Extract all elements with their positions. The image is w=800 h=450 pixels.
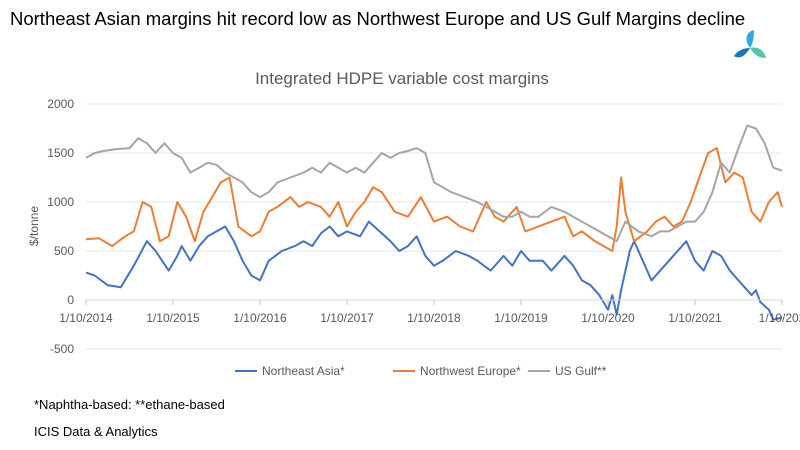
logo-petal-left bbox=[734, 48, 750, 58]
y-axis-label: $/tonne bbox=[27, 206, 41, 246]
series-lines bbox=[85, 124, 783, 321]
x-tick-label: 1/10/2015 bbox=[146, 311, 200, 325]
logo-petal-top bbox=[746, 30, 754, 48]
y-tick-label: -500 bbox=[50, 342, 74, 356]
series-line-0 bbox=[85, 220, 783, 321]
x-tick-label: 1/10/2017 bbox=[320, 311, 374, 325]
x-tick-label: 1/10/2016 bbox=[233, 311, 287, 325]
legend-label: Northeast Asia* bbox=[262, 364, 345, 378]
x-tick-label: 1/10/2018 bbox=[407, 311, 461, 325]
chart-title: Integrated HDPE variable cost margins bbox=[255, 69, 549, 88]
icis-logo-icon bbox=[734, 30, 766, 58]
x-tick-label: 1/10/2021 bbox=[668, 311, 722, 325]
y-tick-label: 1500 bbox=[47, 146, 74, 160]
x-tick-label: 1/10/2020 bbox=[581, 311, 635, 325]
footnote: *Naphtha-based: **ethane-based bbox=[34, 397, 225, 412]
x-tick-label: 1/10/202 bbox=[759, 311, 800, 325]
legend-label: US Gulf** bbox=[555, 364, 607, 378]
source-credit: ICIS Data & Analytics bbox=[34, 424, 158, 439]
x-tick-label: 1/10/2014 bbox=[59, 311, 113, 325]
headline: Northeast Asian margins hit record low a… bbox=[10, 8, 746, 29]
legend-label: Northwest Europe* bbox=[420, 364, 521, 378]
y-tick-label: 0 bbox=[67, 293, 74, 307]
gridlines bbox=[86, 103, 782, 350]
y-tick-label: 500 bbox=[54, 244, 74, 258]
x-axis-ticks: 1/10/2014 1/10/2015 1/10/2016 1/10/2017 1/10… bbox=[59, 300, 800, 325]
y-axis-ticks: -500 0 500 1000 1500 2000 bbox=[47, 97, 74, 356]
series-line-1 bbox=[85, 147, 783, 252]
y-tick-label: 2000 bbox=[47, 97, 74, 111]
y-tick-label: 1000 bbox=[47, 195, 74, 209]
series-line-2 bbox=[85, 124, 783, 243]
logo-petal-right bbox=[750, 47, 766, 58]
x-tick-label: 1/10/2019 bbox=[494, 311, 548, 325]
legend: Northeast Asia* Northwest Europe* US Gulf*… bbox=[235, 364, 607, 378]
